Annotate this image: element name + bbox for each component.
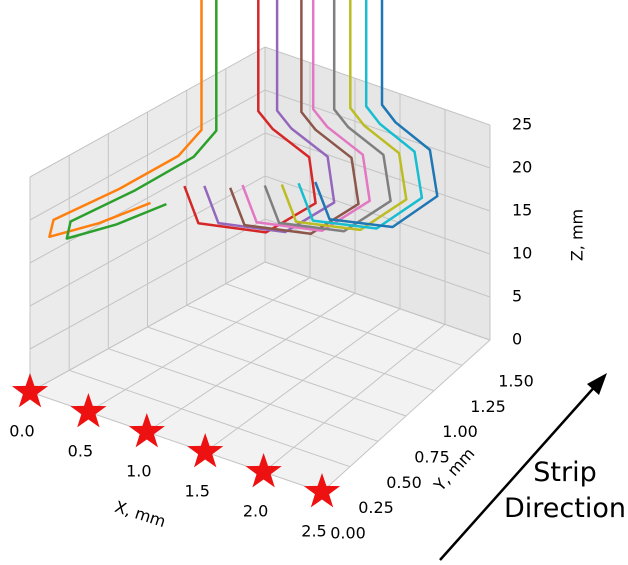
series-line — [280, 0, 408, 232]
grid-line — [29, 261, 491, 393]
star-marker — [187, 433, 224, 468]
y-tick-label: 1.00 — [442, 422, 478, 441]
series-line — [241, 0, 371, 232]
star-marker — [303, 473, 341, 508]
series-line — [263, 0, 392, 233]
series-line — [183, 0, 317, 234]
series-line — [65, 0, 218, 240]
series-line — [297, 0, 424, 230]
z-tick-label: 0 — [512, 330, 522, 349]
y-tick-label: 0.25 — [358, 498, 394, 517]
arrow-head — [587, 373, 607, 395]
z-tick-label: 25 — [512, 115, 532, 134]
y-tick-label: 1.25 — [470, 397, 506, 416]
x-axis-label: X, mm — [112, 497, 168, 531]
z-axis-label: Z, mm — [568, 209, 587, 261]
y-tick-label: 0.00 — [330, 524, 366, 543]
z-tick-label: 10 — [512, 244, 532, 263]
series-line — [203, 0, 336, 234]
y-tick-label: 0.75 — [414, 448, 450, 467]
series-line — [229, 0, 360, 236]
star-marker — [128, 413, 165, 448]
star-marker — [11, 373, 49, 408]
grid-line — [29, 89, 491, 221]
z-tick-label: 20 — [512, 158, 532, 177]
series-line — [314, 0, 439, 229]
floor-pane — [30, 262, 490, 492]
x-tick-label: 1.0 — [126, 462, 151, 481]
star-marker — [70, 393, 107, 428]
x-tick-label: 0.5 — [68, 442, 93, 461]
y-tick-label: 0.50 — [386, 473, 422, 492]
z-tick-label: 15 — [512, 201, 532, 220]
lines — [11, 0, 439, 508]
grid-line — [29, 46, 491, 178]
x-tick-label: 0.0 — [9, 422, 34, 441]
arrow-shaft — [439, 382, 599, 561]
grid-line — [29, 175, 491, 307]
series-line — [48, 0, 203, 239]
labels: 0.0 0.5 1.0 1.5 2.0 2.5 0.00 0.25 0.50 0.75 1.00 1.… — [9, 115, 534, 543]
z-tick-label: 5 — [512, 287, 522, 306]
star-marker — [245, 453, 282, 488]
x-tick-label: 1.5 — [184, 482, 209, 501]
y-tick-label: 1.50 — [498, 372, 534, 391]
annotation: Strip Direction — [504, 457, 626, 524]
x-tick-label: 2.5 — [301, 522, 326, 541]
grid-line — [29, 218, 491, 350]
x-tick-label: 2.0 — [243, 502, 268, 521]
